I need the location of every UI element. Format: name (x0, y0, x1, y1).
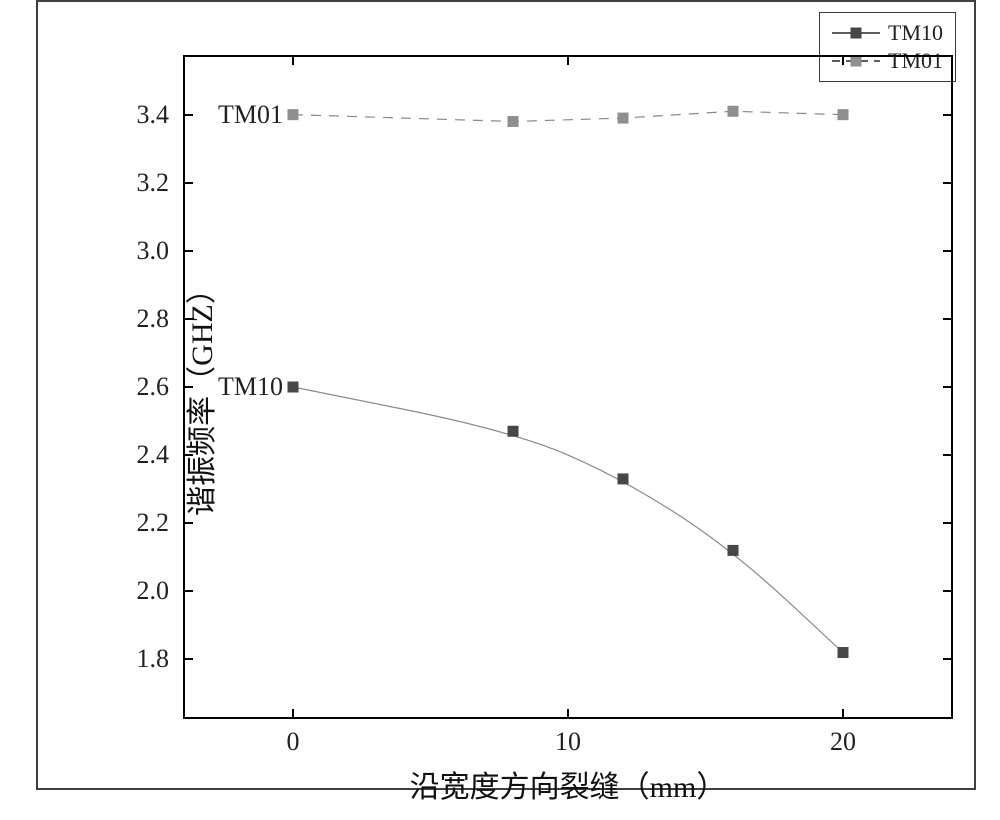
y-tick (943, 386, 953, 388)
x-tick (842, 55, 844, 65)
x-tick (842, 709, 844, 719)
y-tick (943, 182, 953, 184)
y-tick (943, 318, 953, 320)
series-annotation-tm01: TM01 (218, 100, 283, 130)
y-tick-label: 3.0 (137, 236, 170, 266)
y-tick (943, 250, 953, 252)
y-tick-label: 2.6 (137, 372, 170, 402)
x-tick (292, 709, 294, 719)
y-tick-label: 2.8 (137, 304, 170, 334)
series-marker-tm01 (728, 106, 739, 117)
x-tick (292, 55, 294, 65)
series-marker-tm10 (838, 647, 849, 658)
y-tick-label: 3.4 (137, 100, 170, 130)
legend-label-tm10: TM10 (888, 20, 943, 46)
series-marker-tm10 (288, 382, 299, 393)
legend-marker-tm01 (851, 56, 862, 67)
series-marker-tm01 (508, 116, 519, 127)
series-marker-tm01 (838, 109, 849, 120)
legend-item-tm10: TM10 (832, 19, 943, 47)
chart-outer-frame: TM10 TM01 谐振频率（GHZ） 沿宽度方向裂缝（mm） 1.82.02.… (36, 0, 976, 790)
y-tick (183, 590, 193, 592)
x-tick-label: 10 (555, 727, 581, 757)
y-tick (943, 522, 953, 524)
y-tick-label: 1.8 (137, 644, 170, 674)
y-tick (943, 658, 953, 660)
y-tick (183, 522, 193, 524)
series-marker-tm01 (288, 109, 299, 120)
y-tick (943, 590, 953, 592)
legend-line-tm10 (832, 32, 880, 34)
y-tick (183, 658, 193, 660)
series-marker-tm10 (508, 426, 519, 437)
y-tick (943, 114, 953, 116)
x-axis-label: 沿宽度方向裂缝（mm） (410, 762, 727, 806)
series-marker-tm01 (618, 113, 629, 124)
y-tick (183, 250, 193, 252)
y-tick-label: 2.2 (137, 508, 170, 538)
y-tick-label: 2.4 (137, 440, 170, 470)
series-line-tm01 (293, 111, 843, 121)
series-marker-tm10 (618, 473, 629, 484)
plot-area: 1.82.02.22.42.62.83.03.23.401020TM10TM01 (183, 67, 953, 707)
x-tick (567, 55, 569, 65)
legend-line-tm01 (832, 60, 880, 62)
x-tick (567, 709, 569, 719)
y-tick (183, 318, 193, 320)
y-tick (183, 386, 193, 388)
y-tick (183, 182, 193, 184)
x-tick-label: 0 (287, 727, 300, 757)
series-line-tm10 (293, 387, 843, 653)
y-tick (183, 454, 193, 456)
series-marker-tm10 (728, 545, 739, 556)
y-tick-label: 2.0 (137, 576, 170, 606)
series-annotation-tm10: TM10 (218, 372, 283, 402)
series-layer (183, 67, 953, 707)
x-tick-label: 20 (830, 727, 856, 757)
legend-marker-tm10 (851, 28, 862, 39)
y-tick (183, 114, 193, 116)
y-tick-label: 3.2 (137, 168, 170, 198)
y-tick (943, 454, 953, 456)
